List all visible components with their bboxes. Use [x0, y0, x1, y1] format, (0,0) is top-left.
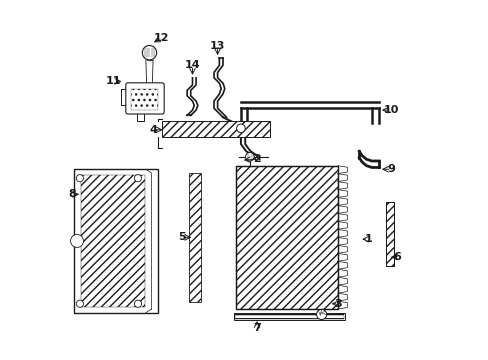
Circle shape [134, 300, 142, 307]
Text: 7: 7 [253, 323, 261, 333]
Text: 13: 13 [209, 41, 225, 50]
Bar [131, 89, 158, 110]
Bar [235, 166, 337, 309]
Circle shape [134, 175, 142, 182]
Bar [74, 169, 158, 313]
Circle shape [245, 152, 254, 161]
Text: 3: 3 [334, 299, 342, 309]
Circle shape [70, 234, 83, 247]
Bar [386, 202, 393, 266]
Circle shape [316, 310, 326, 319]
Circle shape [236, 124, 244, 133]
Circle shape [76, 175, 83, 182]
FancyBboxPatch shape [125, 83, 164, 114]
Text: 2: 2 [253, 154, 261, 164]
Text: 12: 12 [153, 33, 169, 43]
Text: 5: 5 [178, 232, 185, 242]
Text: 11: 11 [105, 76, 121, 86]
Text: 10: 10 [383, 105, 398, 115]
Bar [235, 166, 337, 309]
Text: 1: 1 [364, 234, 371, 244]
Text: 9: 9 [387, 164, 395, 174]
Bar [233, 314, 344, 320]
Text: 14: 14 [184, 60, 200, 70]
Circle shape [142, 45, 156, 60]
Bar [386, 202, 393, 266]
Circle shape [76, 300, 83, 307]
Bar [162, 121, 269, 137]
Text: 6: 6 [392, 252, 400, 262]
Bar [188, 173, 201, 302]
Text: 4: 4 [149, 125, 157, 135]
Text: 8: 8 [68, 189, 76, 199]
Bar [234, 315, 343, 319]
Bar [81, 175, 145, 307]
